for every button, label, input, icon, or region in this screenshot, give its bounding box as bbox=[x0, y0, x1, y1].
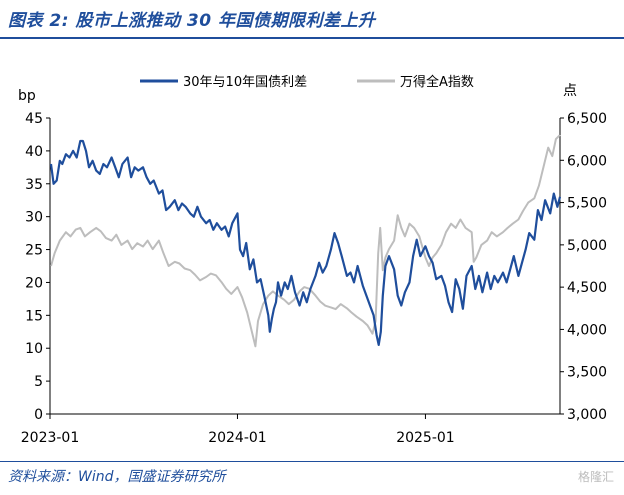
legend-label-index: 万得全A指数 bbox=[400, 74, 474, 90]
chart-legend: 30年与10年国债利差 万得全A指数 bbox=[140, 74, 474, 90]
x-tick-label: 2024-01 bbox=[208, 430, 267, 446]
right-tick-label: 3,000 bbox=[567, 407, 607, 423]
right-tick-label: 5,000 bbox=[567, 238, 607, 254]
index-series-group bbox=[50, 134, 561, 348]
x-tick-label: 2023-01 bbox=[21, 430, 80, 446]
index-series-line bbox=[50, 134, 561, 348]
right-tick-label: 3,500 bbox=[567, 365, 607, 381]
title-rule bbox=[0, 37, 624, 39]
right-tick-label: 5,500 bbox=[567, 196, 607, 212]
right-tick-label: 4,500 bbox=[567, 280, 607, 296]
left-axis-unit: bp bbox=[18, 88, 36, 104]
left-tick-label: 35 bbox=[25, 177, 43, 193]
left-tick-label: 25 bbox=[25, 243, 43, 259]
chart-axes: 0 5 10 15 20 25 30 35 40 45 3,000 3,500 4,000 4,500 5,… bbox=[21, 111, 607, 446]
figure-title: 图表 2: 股市上涨推动 30 年国债期限利差上升 bbox=[8, 11, 376, 31]
x-tick-label: 2025-01 bbox=[396, 430, 455, 446]
right-tick-label: 4,000 bbox=[567, 322, 607, 338]
right-tick-label: 6,500 bbox=[567, 111, 607, 127]
right-axis-unit: 点 bbox=[563, 83, 577, 99]
right-tick-label: 6,000 bbox=[567, 153, 607, 169]
spread-series-line bbox=[49, 139, 562, 346]
footer-rule bbox=[0, 461, 624, 462]
left-tick-label: 30 bbox=[25, 210, 43, 226]
left-tick-label: 0 bbox=[34, 407, 43, 423]
dual-axis-line-chart: 30年与10年国债利差 万得全A指数 bp 点 0 5 10 15 20 25 30 35 40… bbox=[18, 74, 607, 446]
left-tick-label: 45 bbox=[25, 111, 43, 127]
spread-series-group bbox=[49, 139, 562, 346]
left-tick-label: 15 bbox=[25, 308, 43, 324]
left-tick-label: 10 bbox=[25, 341, 43, 357]
left-tick-label: 40 bbox=[25, 144, 43, 160]
left-tick-label: 5 bbox=[34, 374, 43, 390]
source-note: 资料来源：Wind，国盛证券研究所 bbox=[8, 469, 226, 485]
legend-label-spread: 30年与10年国债利差 bbox=[183, 75, 307, 90]
watermark-text: 格隆汇 bbox=[577, 470, 614, 484]
left-tick-label: 20 bbox=[25, 275, 43, 291]
